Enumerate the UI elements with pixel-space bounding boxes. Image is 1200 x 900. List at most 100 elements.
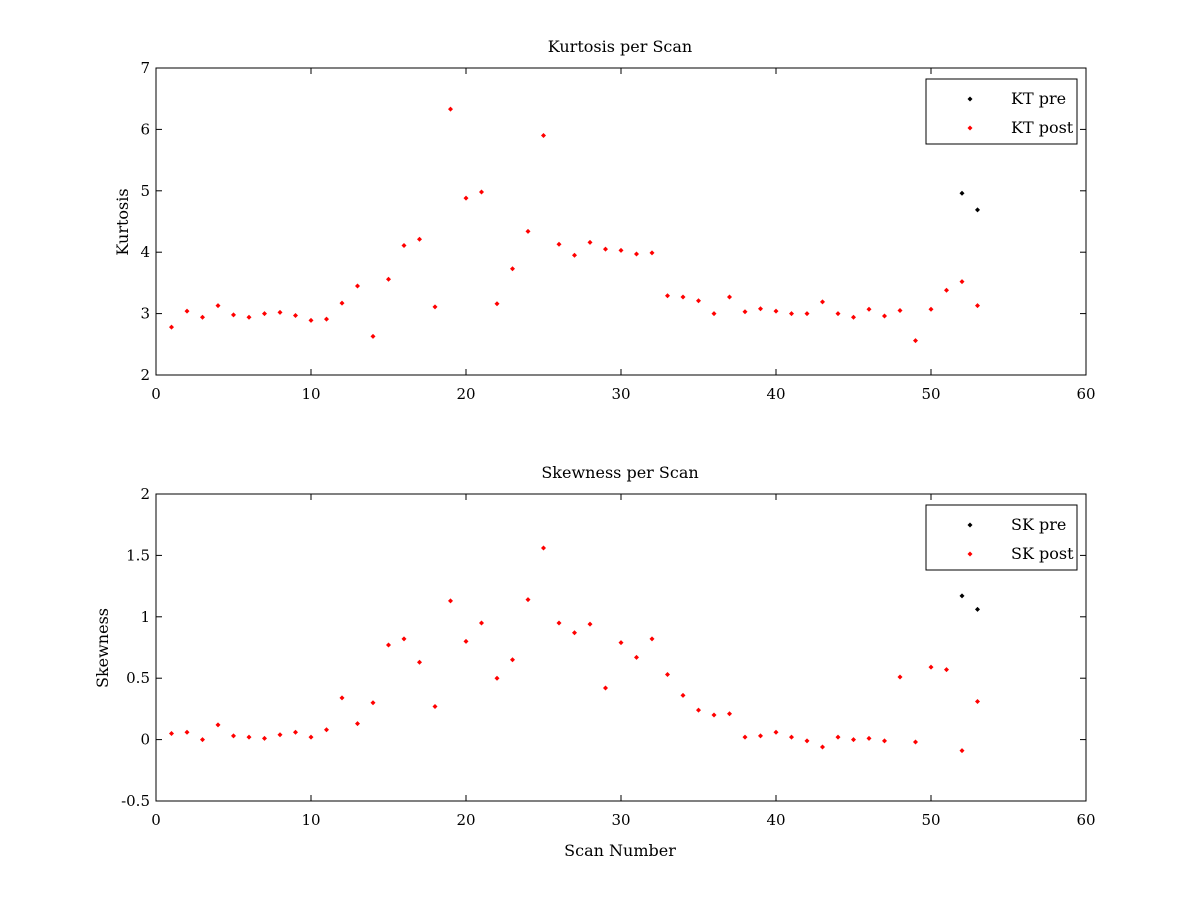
data-point xyxy=(432,703,438,709)
data-point xyxy=(696,707,701,713)
data-point xyxy=(603,246,608,252)
data-point xyxy=(959,279,965,285)
data-point xyxy=(649,636,655,642)
legend-marker xyxy=(967,125,973,131)
data-point xyxy=(494,675,500,681)
legend-marker xyxy=(967,551,973,557)
data-point xyxy=(665,672,670,678)
data-point xyxy=(634,251,639,257)
data-point xyxy=(913,338,918,344)
data-point xyxy=(308,317,314,323)
data-point xyxy=(680,692,686,698)
data-point xyxy=(618,640,624,646)
skewness-plot: Skewness per Scan Skewness Scan Number 0… xyxy=(93,463,1096,860)
y-tick-label: 6 xyxy=(140,120,150,138)
data-point xyxy=(324,316,329,322)
data-point xyxy=(510,266,515,272)
data-point xyxy=(727,711,732,717)
data-point xyxy=(556,241,562,247)
data-point xyxy=(463,195,469,201)
x-tick-label: 20 xyxy=(456,811,475,829)
x-tick-label: 30 xyxy=(611,811,630,829)
chart-title: Skewness per Scan xyxy=(541,463,698,482)
legend-label: KT post xyxy=(1011,118,1074,137)
data-point xyxy=(603,685,608,691)
data-point xyxy=(355,283,360,289)
data-point xyxy=(308,734,314,740)
data-point xyxy=(510,657,515,663)
data-point xyxy=(913,739,918,745)
data-point xyxy=(773,729,779,735)
data-point xyxy=(758,306,763,312)
y-axis-label: Kurtosis xyxy=(113,188,132,255)
legend-marker xyxy=(967,522,973,528)
x-tick-label: 40 xyxy=(766,385,785,403)
data-point xyxy=(541,133,546,139)
data-point xyxy=(525,228,531,234)
data-point xyxy=(355,721,360,727)
data-point xyxy=(448,106,453,112)
data-point xyxy=(944,287,949,293)
legend-label: SK pre xyxy=(1011,515,1066,534)
data-point xyxy=(897,308,903,314)
kurtosis-plot: Kurtosis per Scan Kurtosis 0 10 20 30 40 50 60… xyxy=(113,37,1096,403)
data-point xyxy=(556,620,562,626)
data-point xyxy=(835,311,841,317)
data-point xyxy=(649,250,655,256)
data-point xyxy=(572,252,577,258)
data-point xyxy=(959,190,965,196)
y-tick-label: 3 xyxy=(140,305,150,323)
data-point xyxy=(262,735,267,741)
data-point xyxy=(479,620,484,626)
data-point xyxy=(975,303,980,309)
data-point xyxy=(866,306,872,312)
data-point xyxy=(882,738,887,744)
data-point xyxy=(975,606,980,612)
data-point xyxy=(928,664,934,670)
data-point xyxy=(959,748,965,754)
data-point xyxy=(835,734,841,740)
data-point xyxy=(587,621,593,627)
data-point xyxy=(587,239,593,245)
data-point xyxy=(386,276,391,282)
y-tick-label: -0.5 xyxy=(121,792,150,810)
y-tick-label: 4 xyxy=(140,243,150,261)
data-point xyxy=(231,312,236,318)
legend-marker xyxy=(967,96,973,102)
data-point xyxy=(851,314,856,320)
data-point xyxy=(711,311,717,317)
data-point xyxy=(897,674,903,680)
data-point xyxy=(634,654,639,660)
x-tick-label: 50 xyxy=(921,811,940,829)
x-tick-label: 40 xyxy=(766,811,785,829)
data-point xyxy=(789,311,794,317)
y-tick-label: 5 xyxy=(140,182,150,200)
data-point xyxy=(401,242,407,248)
data-point xyxy=(820,299,825,305)
x-tick-label: 0 xyxy=(151,385,161,403)
data-point xyxy=(882,313,887,319)
legend-label: SK post xyxy=(1011,544,1074,563)
data-point xyxy=(417,659,422,665)
y-tick-label: 1 xyxy=(140,608,150,626)
data-point xyxy=(789,734,794,740)
x-tick-label: 10 xyxy=(301,385,320,403)
data-point xyxy=(680,294,686,300)
data-point xyxy=(665,293,670,299)
data-point xyxy=(851,737,856,743)
data-point xyxy=(200,737,205,743)
y-tick-label: 0.5 xyxy=(126,669,150,687)
data-point xyxy=(866,735,872,741)
data-point xyxy=(200,314,205,320)
data-point xyxy=(448,598,453,604)
data-point xyxy=(386,642,391,648)
data-point xyxy=(169,730,174,736)
data-point xyxy=(215,722,221,728)
data-point xyxy=(401,636,407,642)
data-point xyxy=(184,729,190,735)
data-point xyxy=(246,314,252,320)
data-point xyxy=(231,733,236,739)
data-point xyxy=(432,304,438,310)
y-tick-label: 7 xyxy=(140,59,150,77)
x-axis-label: Scan Number xyxy=(564,841,676,860)
